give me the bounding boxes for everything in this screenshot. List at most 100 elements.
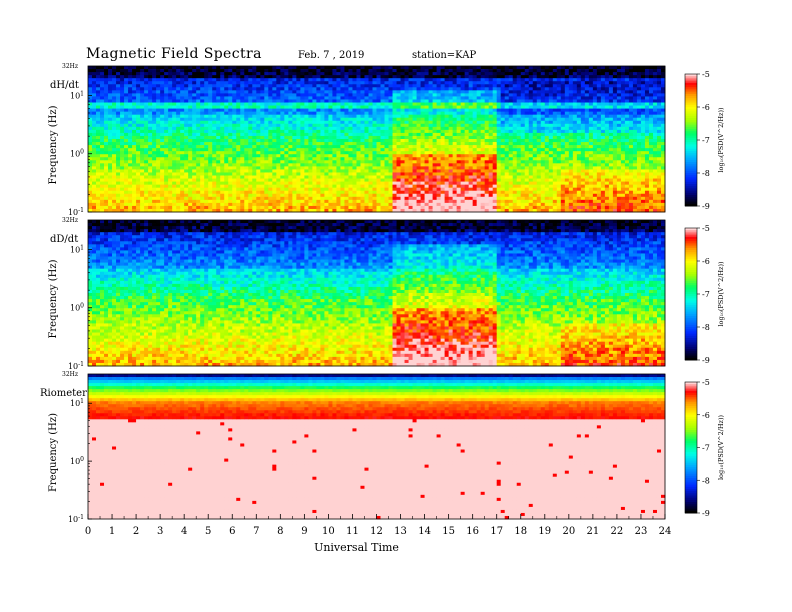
heatmap-cell bbox=[380, 108, 385, 113]
heatmap-cell bbox=[176, 196, 181, 201]
heatmap-cell bbox=[280, 75, 285, 79]
heatmap-cell bbox=[228, 84, 233, 88]
heatmap-cell bbox=[132, 205, 137, 210]
heatmap-cell bbox=[332, 208, 337, 213]
heatmap-cell bbox=[380, 114, 385, 119]
heatmap-cell bbox=[176, 69, 181, 73]
heatmap-cell bbox=[136, 75, 141, 79]
heatmap-cell bbox=[464, 205, 470, 210]
heatmap-cell bbox=[148, 205, 153, 210]
heatmap-cell bbox=[88, 151, 93, 155]
heatmap-cell bbox=[392, 142, 397, 146]
heatmap-cell bbox=[484, 99, 490, 103]
heatmap-cell bbox=[408, 105, 413, 109]
heatmap-cell bbox=[396, 135, 401, 140]
heatmap-cell bbox=[248, 126, 253, 131]
heatmap-cell bbox=[92, 120, 97, 125]
heatmap-cell bbox=[96, 205, 101, 210]
heatmap-cell bbox=[412, 93, 417, 97]
heatmap-cell bbox=[280, 163, 285, 167]
heatmap-cell bbox=[332, 181, 337, 186]
heatmap-cell bbox=[136, 120, 141, 125]
heatmap-cell bbox=[340, 145, 345, 149]
heatmap-cell bbox=[416, 81, 421, 85]
heatmap-cell bbox=[168, 69, 173, 73]
heatmap-cell bbox=[108, 187, 113, 192]
heatmap-cell bbox=[240, 157, 245, 161]
heatmap-cell bbox=[500, 117, 506, 122]
heatmap-cell bbox=[204, 199, 209, 204]
heatmap-cell bbox=[416, 172, 421, 176]
heatmap-cell bbox=[256, 154, 261, 158]
heatmap-cell bbox=[336, 135, 341, 140]
heatmap-cell bbox=[412, 105, 417, 109]
heatmap-cell bbox=[96, 126, 101, 131]
heatmap-cell bbox=[376, 108, 381, 113]
heatmap-cell bbox=[248, 102, 253, 106]
heatmap-cell bbox=[448, 166, 454, 170]
heatmap-cell bbox=[252, 148, 257, 152]
heatmap-cell bbox=[256, 123, 261, 128]
heatmap-cell bbox=[276, 111, 281, 116]
heatmap-cell bbox=[360, 175, 365, 179]
heatmap-cell bbox=[304, 196, 309, 201]
heatmap-cell bbox=[476, 114, 482, 119]
heatmap-cell bbox=[264, 175, 269, 179]
heatmap-cell bbox=[324, 75, 329, 79]
heatmap-cell bbox=[468, 66, 474, 70]
heatmap-cell bbox=[224, 117, 229, 122]
heatmap-cell bbox=[248, 96, 253, 100]
heatmap-cell bbox=[408, 196, 413, 201]
heatmap-cell bbox=[380, 66, 385, 70]
heatmap-cell bbox=[428, 111, 433, 116]
heatmap-cell bbox=[316, 151, 321, 155]
heatmap-cell bbox=[488, 135, 494, 140]
heatmap-cell bbox=[288, 205, 293, 210]
heatmap-cell bbox=[208, 154, 213, 158]
heatmap-cell bbox=[488, 208, 494, 213]
heatmap-cell bbox=[136, 114, 141, 119]
heatmap-cell bbox=[292, 175, 297, 179]
heatmap-cell bbox=[112, 160, 117, 164]
heatmap-cell bbox=[392, 78, 397, 82]
heatmap-cell bbox=[348, 139, 353, 143]
heatmap-cell bbox=[416, 151, 421, 155]
heatmap-cell bbox=[436, 135, 442, 140]
heatmap-cell bbox=[300, 111, 305, 116]
heatmap-cell bbox=[444, 199, 450, 204]
heatmap-cell bbox=[224, 78, 229, 82]
heatmap-cell bbox=[156, 69, 161, 73]
heatmap-cell bbox=[324, 193, 329, 198]
heatmap-cell bbox=[100, 184, 105, 189]
heatmap-cell bbox=[416, 75, 421, 79]
heatmap-cell bbox=[268, 199, 273, 204]
heatmap-cell bbox=[496, 199, 502, 204]
heatmap-cell bbox=[312, 66, 317, 70]
heatmap-cell bbox=[92, 181, 97, 186]
heatmap-cell bbox=[428, 154, 433, 158]
heatmap-cell bbox=[312, 102, 317, 106]
heatmap-cell bbox=[208, 166, 213, 170]
heatmap-cell bbox=[432, 78, 438, 82]
heatmap-cell bbox=[140, 123, 145, 128]
heatmap-cell bbox=[468, 175, 474, 179]
heatmap-cell bbox=[496, 178, 502, 182]
heatmap-cell bbox=[236, 163, 241, 167]
heatmap-cell bbox=[324, 117, 329, 122]
heatmap-cell bbox=[368, 135, 373, 140]
heatmap-cell bbox=[340, 123, 345, 128]
heatmap-cell bbox=[356, 72, 361, 76]
heatmap-cell bbox=[412, 190, 417, 195]
heatmap-cell bbox=[352, 75, 357, 79]
heatmap-cell bbox=[100, 172, 105, 176]
heatmap-cell bbox=[316, 187, 321, 192]
heatmap-cell bbox=[384, 117, 389, 122]
heatmap-cell bbox=[356, 81, 361, 85]
heatmap-cell bbox=[136, 132, 141, 137]
heatmap-cell bbox=[188, 151, 193, 155]
heatmap-cell bbox=[232, 151, 237, 155]
heatmap-cell bbox=[324, 139, 329, 143]
heatmap-cell bbox=[204, 190, 209, 195]
heatmap-cell bbox=[204, 120, 209, 125]
heatmap-cell bbox=[232, 142, 237, 146]
